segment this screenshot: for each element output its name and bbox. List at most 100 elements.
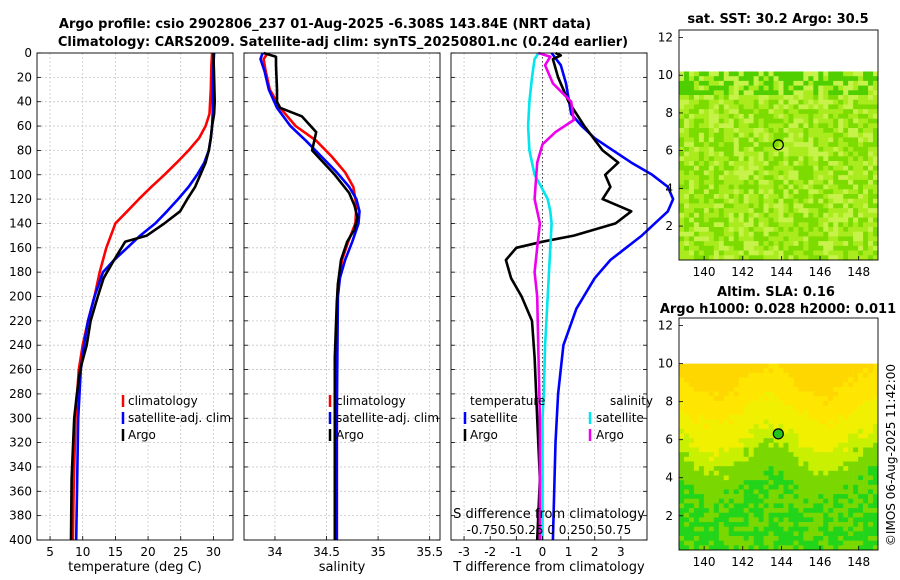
heatmap-cell bbox=[788, 508, 794, 514]
heatmap-cell bbox=[813, 255, 819, 261]
heatmap-cell bbox=[688, 231, 695, 237]
heatmap-cell bbox=[773, 517, 779, 523]
heatmap-cell bbox=[788, 189, 794, 195]
heatmap-cell bbox=[763, 156, 769, 162]
heatmap-cell bbox=[873, 531, 879, 537]
heatmap-cell bbox=[808, 517, 814, 523]
heatmap-cell bbox=[718, 142, 725, 148]
heatmap-cell bbox=[838, 456, 844, 462]
heatmap-cell bbox=[873, 156, 879, 162]
heatmap-cell bbox=[773, 396, 779, 402]
heatmap-cell bbox=[733, 372, 739, 378]
heatmap-cell bbox=[813, 489, 819, 495]
heatmap-cell bbox=[738, 109, 744, 115]
heatmap-cell bbox=[788, 80, 794, 86]
heatmap-cell bbox=[823, 194, 829, 200]
heatmap-cell bbox=[708, 517, 715, 523]
heatmap-cell bbox=[863, 484, 869, 490]
heatmap-cell bbox=[818, 217, 824, 223]
heatmap-cell bbox=[708, 203, 715, 209]
heatmap-cell bbox=[713, 109, 720, 115]
heatmap-cell bbox=[688, 142, 695, 148]
heatmap-cell bbox=[758, 410, 764, 416]
heatmap-cell bbox=[728, 410, 735, 416]
heatmap-cell bbox=[843, 184, 849, 190]
heatmap-cell bbox=[848, 405, 854, 411]
heatmap-cell bbox=[713, 414, 720, 420]
heatmap-cell bbox=[718, 512, 725, 518]
heatmap-cell bbox=[773, 198, 779, 204]
heatmap-cell bbox=[679, 517, 685, 523]
heatmap-cell bbox=[713, 410, 720, 416]
heatmap-cell bbox=[743, 250, 749, 256]
heatmap-cell bbox=[728, 217, 735, 223]
heatmap-cell bbox=[703, 76, 710, 82]
heatmap-cell bbox=[768, 95, 774, 101]
heatmap-cell bbox=[703, 179, 710, 185]
heatmap-cell bbox=[793, 161, 799, 167]
heatmap-cell bbox=[763, 80, 769, 86]
heatmap-cell bbox=[793, 236, 799, 242]
heatmap-cell bbox=[873, 424, 879, 430]
heatmap-cell bbox=[728, 391, 735, 397]
heatmap-cell bbox=[743, 71, 749, 77]
heatmap-cell bbox=[768, 545, 774, 551]
heatmap-cell bbox=[788, 132, 794, 138]
heatmap-cell bbox=[679, 396, 685, 402]
heatmap-cell bbox=[783, 470, 789, 476]
heatmap-cell bbox=[703, 151, 710, 157]
heatmap-cell bbox=[873, 447, 879, 453]
heatmap-cell bbox=[868, 470, 874, 476]
heatmap-cell bbox=[783, 368, 789, 374]
heatmap-cell bbox=[838, 410, 844, 416]
heatmap-cell bbox=[738, 212, 744, 218]
heatmap-cell bbox=[758, 545, 764, 551]
heatmap-cell bbox=[803, 250, 809, 256]
heatmap-cell bbox=[728, 480, 735, 486]
heatmap-cell bbox=[748, 410, 754, 416]
heatmap-cell bbox=[828, 382, 834, 388]
heatmap-cell bbox=[783, 438, 789, 444]
heatmap-cell bbox=[718, 372, 725, 378]
heatmap-cell bbox=[693, 184, 700, 190]
heatmap-cell bbox=[813, 363, 819, 369]
heatmap-cell bbox=[723, 113, 730, 119]
heatmap-cell bbox=[818, 128, 824, 134]
heatmap-cell bbox=[728, 526, 735, 532]
heatmap-cell bbox=[773, 90, 779, 96]
heatmap-cell bbox=[713, 80, 720, 86]
heatmap-cell bbox=[868, 391, 874, 397]
heatmap-cell bbox=[688, 165, 695, 171]
heatmap-cell bbox=[753, 236, 759, 242]
heatmap-cell bbox=[708, 104, 715, 110]
heatmap-cell bbox=[773, 241, 779, 247]
heatmap-cell bbox=[703, 85, 710, 91]
heatmap-cell bbox=[743, 414, 749, 420]
heatmap-cell bbox=[708, 452, 715, 458]
heatmap-cell bbox=[868, 526, 874, 532]
heatmap-cell bbox=[679, 386, 685, 392]
heatmap-cell bbox=[748, 442, 754, 448]
heatmap-cell bbox=[768, 368, 774, 374]
heatmap-cell bbox=[708, 433, 715, 439]
heatmap-cell bbox=[848, 522, 854, 528]
heatmap-cell bbox=[698, 208, 705, 214]
heatmap-cell bbox=[748, 363, 754, 369]
heatmap-cell bbox=[798, 90, 804, 96]
heatmap-cell bbox=[803, 405, 809, 411]
heatmap-cell bbox=[778, 245, 784, 251]
heatmap-cell bbox=[748, 175, 754, 181]
heatmap-cell bbox=[679, 71, 685, 77]
heatmap-cell bbox=[679, 368, 685, 374]
heatmap-cell bbox=[698, 512, 705, 518]
heatmap-cell bbox=[738, 522, 744, 528]
heatmap-cell bbox=[688, 203, 695, 209]
heatmap-cell bbox=[868, 99, 874, 105]
heatmap-cell bbox=[688, 456, 695, 462]
heatmap-cell bbox=[728, 545, 735, 551]
heatmap-cell bbox=[783, 442, 789, 448]
heatmap-cell bbox=[803, 165, 809, 171]
heatmap-cell bbox=[848, 377, 854, 383]
heatmap-cell bbox=[703, 386, 710, 392]
heatmap-cell bbox=[833, 217, 839, 223]
